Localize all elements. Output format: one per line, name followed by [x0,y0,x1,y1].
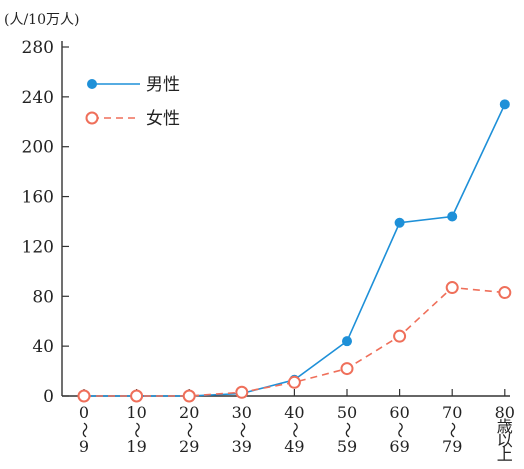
x-tick-label-line: 79 [442,437,462,456]
x-tick-label-line: 29 [179,437,199,456]
x-tick-label-line: 〜 [128,422,147,438]
x-tick-label-line: 50 [337,403,357,422]
x-tick-label-line: 〜 [180,422,199,438]
data-point [342,336,352,347]
x-tick-label-line: 〜 [233,422,252,438]
y-tick-label: 120 [22,237,54,257]
data-point [340,362,354,376]
x-tick-label-line: 40 [284,403,304,422]
x-tick-label: 0〜9 [75,403,94,456]
series-layer [77,99,512,403]
data-point [77,389,91,403]
series-female [77,281,512,403]
data-point [287,375,301,389]
x-tick-label-line: 20 [179,403,199,422]
data-point [394,217,405,228]
data-point [445,281,459,295]
y-tick-label: 240 [22,88,54,108]
x-tick-label-line: 〜 [338,422,357,438]
x-tick-label-line: 以 [497,431,513,450]
data-point [130,389,144,403]
legend-item: 男性 [87,75,180,95]
x-tick-label-line: 〜 [391,422,410,438]
y-tick-label: 0 [43,387,54,407]
y-tick-label: 280 [22,38,54,58]
x-tick-label: 10〜19 [126,403,146,456]
legend-marker [87,79,97,89]
x-tick-label: 70〜79 [442,403,462,456]
x-tick-label-line: 0 [79,403,89,422]
x-tick-label-line: 19 [126,437,146,456]
x-tick-label: 60〜69 [389,403,409,456]
x-tick-label-line: 〜 [443,422,462,438]
x-tick-label-line: 60 [389,403,409,422]
x-tick-label-line: 〜 [75,422,94,438]
legend-label: 男性 [146,75,180,95]
x-tick-label-line: 10 [126,403,146,422]
legend-item: 女性 [85,109,180,129]
x-tick-label-line: 49 [284,437,304,456]
legend-label: 女性 [146,109,180,129]
x-tick-label-line: 80 [495,403,515,422]
series-male [79,99,510,401]
x-tick-label-line: 9 [79,437,89,456]
y-tick-label: 80 [32,287,54,307]
y-tick-label: 200 [22,138,54,158]
x-tick-label: 20〜29 [179,403,199,456]
series-line [84,103,506,397]
x-tick-label-line: 59 [337,437,357,456]
x-tick-label-line: 30 [232,403,252,422]
x-tick-label: 40〜49 [284,403,304,456]
x-tick-label-line: 〜 [285,422,304,438]
x-tick-label-line: 上 [497,445,513,464]
x-tick-label: 50〜59 [337,403,357,456]
series-line [84,286,505,397]
data-point [498,286,512,300]
axes: 040801201602002402800〜910〜1920〜2930〜3940… [22,38,515,464]
y-tick-label: 160 [22,188,54,208]
data-point [393,329,407,343]
x-tick-label-line: 39 [232,437,252,456]
data-point [447,211,458,222]
y-tick-label: 40 [32,337,54,357]
data-point [182,389,196,403]
y-unit-label: (人/10万人) [4,12,79,28]
data-point [235,385,249,399]
legend-marker [85,111,99,125]
x-tick-label-line: 70 [442,403,462,422]
x-tick-label-line: 歳 [497,417,513,436]
x-tick-label-line: 69 [389,437,409,456]
data-point [499,99,510,110]
x-tick-label: 30〜39 [232,403,252,456]
